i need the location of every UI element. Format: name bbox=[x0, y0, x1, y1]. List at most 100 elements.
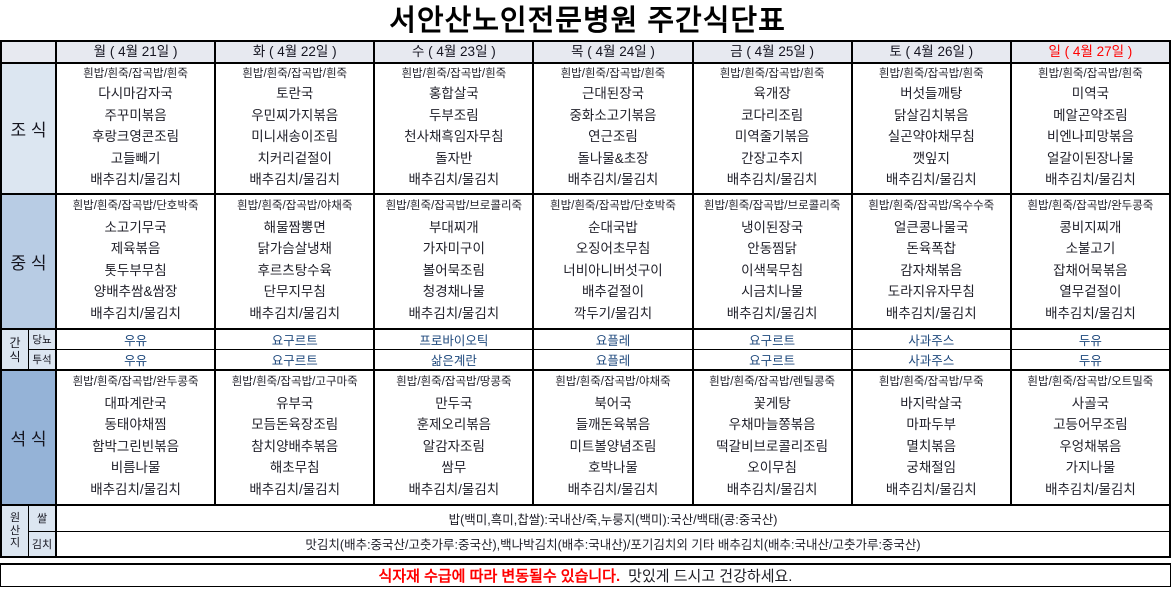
dinner-wed-cell: 흰밥/흰죽/잡곡밥/땅콩죽 만두국 훈제오리볶음 알감자조림 쌈무 배추김치/물… bbox=[373, 371, 532, 504]
rice-origin-value: 밥(백미,흑미,찹쌀):국내산/죽,누룽지(백미):국산/백태(콩:중국산) bbox=[55, 506, 1169, 531]
rice-options: 흰밥/흰죽/잡곡밥/야채죽 bbox=[237, 199, 353, 212]
dinner-label: 석 식 bbox=[2, 371, 55, 504]
rice-options: 흰밥/흰죽/잡곡밥/단호박죽 bbox=[550, 199, 676, 212]
menu-items: 냉이된장국 안동찜닭 이색묵무침 시금치나물 배추김치/물김치 bbox=[726, 219, 818, 321]
lunch-mon-cell: 흰밥/흰죽/잡곡밥/단호박죽 소고기무국 제육볶음 톳두부무침 양배추쌈&쌈장 … bbox=[55, 195, 214, 328]
menu-items: 버섯들깨탕 닭살김치볶음 실곤약야채무침 깻잎지 배추김치/물김치 bbox=[885, 86, 977, 187]
breakfast-tue-cell: 흰밥/흰죽/잡곡밥/흰죽 토란국 우민찌가지볶음 미니새송이조림 치커리겉절이 … bbox=[214, 64, 373, 193]
day-header-wed: 수 ( 4월 23일 ) bbox=[373, 42, 532, 62]
snack-section-label: 간 식 bbox=[2, 330, 28, 369]
dinner-fri-cell: 흰밥/흰죽/잡곡밥/렌틸콩죽 꽃게탕 우채마늘쫑볶음 떡갈비브로콜리조림 오이무… bbox=[691, 371, 851, 504]
day-header-sun: 일 ( 4월 27일 ) bbox=[1009, 42, 1169, 62]
snack-cell: 요구르트 bbox=[691, 330, 851, 349]
diabetes-label: 당뇨 bbox=[28, 330, 55, 349]
snack-cell: 요플레 bbox=[532, 350, 691, 369]
snack-cell: 요구르트 bbox=[691, 350, 851, 369]
snack-cell: 우유 bbox=[55, 330, 214, 349]
page-title: 서안산노인전문병원 주간식단표 bbox=[389, 5, 786, 37]
breakfast-mon-cell: 흰밥/흰죽/잡곡밥/흰죽 다시마감자국 주꾸미볶음 후랑크영콘조림 고들빼기 배… bbox=[55, 64, 214, 193]
weekly-menu-table: 월 ( 4월 21일 ) 화 ( 4월 22일 ) 수 ( 4월 23일 ) 목… bbox=[0, 40, 1171, 558]
lunch-sat-cell: 흰밥/흰죽/잡곡밥/옥수수죽 얼큰콩나물국 돈육폭찹 감자채볶음 도라지유자무침… bbox=[850, 195, 1010, 328]
snack-section: 간 식 당뇨 우유 요구르트 프로바이오틱 요플레 요구르트 사과주스 두유 투… bbox=[2, 328, 1169, 369]
rice-options: 흰밥/흰죽/잡곡밥/완두콩죽 bbox=[72, 375, 199, 388]
origin-section-label: 원 산 지 bbox=[2, 506, 28, 556]
rice-options: 흰밥/흰죽/잡곡밥/오트밀죽 bbox=[1027, 375, 1154, 388]
menu-items: 소고기무국 제육볶음 톳두부무침 양배추쌈&쌈장 배추김치/물김치 bbox=[90, 219, 181, 321]
snack-row-diabetes: 당뇨 우유 요구르트 프로바이오틱 요플레 요구르트 사과주스 두유 bbox=[28, 330, 1169, 349]
rice-options: 흰밥/흰죽/잡곡밥/흰죽 bbox=[560, 67, 666, 80]
menu-items: 꽃게탕 우채마늘쫑볶음 떡갈비브로콜리조림 오이무침 배추김치/물김치 bbox=[716, 395, 829, 497]
rice-options: 흰밥/흰죽/잡곡밥/야채죽 bbox=[555, 375, 671, 388]
rice-options: 흰밥/흰죽/잡곡밥/흰죽 bbox=[878, 67, 984, 80]
snack-cell: 요구르트 bbox=[214, 330, 373, 349]
menu-items: 홍합살국 두부조림 천사채흑임자무침 돌자반 배추김치/물김치 bbox=[404, 86, 504, 187]
rice-options: 흰밥/흰죽/잡곡밥/렌틸콩죽 bbox=[709, 375, 836, 388]
menu-items: 토란국 우민찌가지볶음 미니새송이조림 치커리겉절이 배추김치/물김치 bbox=[249, 86, 341, 187]
day-header-fri: 금 ( 4월 25일 ) bbox=[691, 42, 851, 62]
kimchi-origin-value: 맛김치(배추:중국산/고춧가루:중국산),백나박김치(배추:국내산)/포기김치외… bbox=[55, 531, 1169, 556]
footer-notice-black: 맛있게 드시고 건강하세요. bbox=[628, 568, 793, 585]
snack-cell: 요구르트 bbox=[214, 350, 373, 369]
day-header-thu: 목 ( 4월 24일 ) bbox=[532, 42, 691, 62]
menu-items: 부대찌개 가자미구이 볼어묵조림 청경채나물 배추김치/물김치 bbox=[408, 219, 500, 321]
menu-items: 사골국 고등어무조림 우엉채볶음 가지나물 배추김치/물김치 bbox=[1045, 395, 1136, 497]
menu-items: 콩비지찌개 소불고기 잡채어묵볶음 열무겉절이 배추김치/물김치 bbox=[1045, 219, 1136, 321]
snack-row-dialysis: 투석 우유 요구르트 삶은계란 요플레 요구르트 사과주스 두유 bbox=[28, 349, 1169, 369]
rice-options: 흰밥/흰죽/잡곡밥/흰죽 bbox=[83, 67, 188, 80]
rice-options: 흰밥/흰죽/잡곡밥/단호박죽 bbox=[72, 199, 199, 212]
day-header-row: 월 ( 4월 21일 ) 화 ( 4월 22일 ) 수 ( 4월 23일 ) 목… bbox=[2, 42, 1169, 62]
menu-items: 다시마감자국 주꾸미볶음 후랑크영콘조림 고들빼기 배추김치/물김치 bbox=[90, 86, 181, 187]
menu-items: 만두국 훈제오리볶음 알감자조림 쌈무 배추김치/물김치 bbox=[408, 395, 500, 497]
lunch-label: 중 식 bbox=[2, 195, 55, 328]
rice-options: 흰밥/흰죽/잡곡밥/흰죽 bbox=[1038, 67, 1143, 80]
snack-cell: 프로바이오틱 bbox=[373, 330, 532, 349]
corner-cell bbox=[2, 42, 55, 62]
snack-cell: 두유 bbox=[1009, 330, 1169, 349]
menu-items: 바지락살국 마파두부 멸치볶음 궁채절임 배추김치/물김치 bbox=[885, 395, 977, 497]
menu-items: 순대국밥 오징어초무침 너비아니버섯구이 배추겉절이 깍두기/물김치 bbox=[563, 219, 663, 321]
menu-items: 북어국 들깨돈육볶음 미트볼양념조림 호박나물 배추김치/물김치 bbox=[567, 395, 659, 497]
menu-items: 대파계란국 동태야채찜 함박그린빈볶음 비름나물 배추김치/물김치 bbox=[90, 395, 181, 497]
day-header-tue: 화 ( 4월 22일 ) bbox=[214, 42, 373, 62]
rice-options: 흰밥/흰죽/잡곡밥/흰죽 bbox=[242, 67, 348, 80]
kimchi-origin-label: 김치 bbox=[28, 531, 55, 556]
snack-cell: 두유 bbox=[1009, 350, 1169, 369]
dialysis-label: 투석 bbox=[28, 350, 55, 369]
footer-notice-red: 식자재 수급에 따라 변동될수 있습니다. bbox=[378, 568, 621, 585]
dinner-sun-cell: 흰밥/흰죽/잡곡밥/오트밀죽 사골국 고등어무조림 우엉채볶음 가지나물 배추김… bbox=[1009, 371, 1169, 504]
menu-items: 육개장 코다리조림 미역줄기볶음 간장고추지 배추김치/물김치 bbox=[726, 86, 818, 187]
rice-options: 흰밥/흰죽/잡곡밥/옥수수죽 bbox=[868, 199, 995, 212]
menu-items: 얼큰콩나물국 돈육폭찹 감자채볶음 도라지유자무침 배추김치/물김치 bbox=[885, 219, 977, 321]
origin-section: 원 산 지 쌀 밥(백미,흑미,찹쌀):국내산/죽,누룽지(백미):국산/백태(… bbox=[2, 504, 1169, 556]
dinner-row: 석 식 흰밥/흰죽/잡곡밥/완두콩죽 대파계란국 동태야채찜 함박그린빈볶음 비… bbox=[2, 369, 1169, 504]
lunch-sun-cell: 흰밥/흰죽/잡곡밥/완두콩죽 콩비지찌개 소불고기 잡채어묵볶음 열무겉절이 배… bbox=[1009, 195, 1169, 328]
menu-items: 근대된장국 중화소고기볶음 연근조림 돌나물&초장 배추김치/물김치 bbox=[567, 86, 659, 187]
breakfast-thu-cell: 흰밥/흰죽/잡곡밥/흰죽 근대된장국 중화소고기볶음 연근조림 돌나물&초장 배… bbox=[532, 64, 691, 193]
rice-options: 흰밥/흰죽/잡곡밥/흰죽 bbox=[719, 67, 825, 80]
rice-options: 흰밥/흰죽/잡곡밥/브로콜리죽 bbox=[703, 199, 841, 212]
rice-options: 흰밥/흰죽/잡곡밥/완두콩죽 bbox=[1027, 199, 1154, 212]
lunch-tue-cell: 흰밥/흰죽/잡곡밥/야채죽 해물짬뽕면 닭가슴살냉채 후르츠탕수육 단무지무침 … bbox=[214, 195, 373, 328]
breakfast-row: 조 식 흰밥/흰죽/잡곡밥/흰죽 다시마감자국 주꾸미볶음 후랑크영콘조림 고들… bbox=[2, 62, 1169, 193]
snack-cell: 요플레 bbox=[532, 330, 691, 349]
breakfast-sun-cell: 흰밥/흰죽/잡곡밥/흰죽 미역국 메알곤약조림 비엔나피망볶음 얼갈이된장나물 … bbox=[1009, 64, 1169, 193]
lunch-wed-cell: 흰밥/흰죽/잡곡밥/브로콜리죽 부대찌개 가자미구이 볼어묵조림 청경채나물 배… bbox=[373, 195, 532, 328]
breakfast-sat-cell: 흰밥/흰죽/잡곡밥/흰죽 버섯들깨탕 닭살김치볶음 실곤약야채무침 깻잎지 배추… bbox=[850, 64, 1010, 193]
origin-row-kimchi: 김치 맛김치(배추:중국산/고춧가루:중국산),백나박김치(배추:국내산)/포기… bbox=[28, 530, 1169, 556]
dinner-sat-cell: 흰밥/흰죽/잡곡밥/무죽 바지락살국 마파두부 멸치볶음 궁채절임 배추김치/물… bbox=[850, 371, 1010, 504]
lunch-row: 중 식 흰밥/흰죽/잡곡밥/단호박죽 소고기무국 제육볶음 톳두부무침 양배추쌈… bbox=[2, 193, 1169, 328]
snack-cell: 삶은계란 bbox=[373, 350, 532, 369]
menu-items: 미역국 메알곤약조림 비엔나피망볶음 얼갈이된장나물 배추김치/물김치 bbox=[1045, 86, 1136, 187]
dinner-tue-cell: 흰밥/흰죽/잡곡밥/고구마죽 유부국 모듬돈육장조림 참치양배추볶음 해초무침 … bbox=[214, 371, 373, 504]
breakfast-wed-cell: 흰밥/흰죽/잡곡밥/흰죽 홍합살국 두부조림 천사채흑임자무침 돌자반 배추김치… bbox=[373, 64, 532, 193]
lunch-fri-cell: 흰밥/흰죽/잡곡밥/브로콜리죽 냉이된장국 안동찜닭 이색묵무침 시금치나물 배… bbox=[691, 195, 851, 328]
day-header-mon: 월 ( 4월 21일 ) bbox=[55, 42, 214, 62]
lunch-thu-cell: 흰밥/흰죽/잡곡밥/단호박죽 순대국밥 오징어초무침 너비아니버섯구이 배추겉절… bbox=[532, 195, 691, 328]
dinner-thu-cell: 흰밥/흰죽/잡곡밥/야채죽 북어국 들깨돈육볶음 미트볼양념조림 호박나물 배추… bbox=[532, 371, 691, 504]
snack-cell: 사과주스 bbox=[850, 330, 1010, 349]
rice-options: 흰밥/흰죽/잡곡밥/브로콜리죽 bbox=[385, 199, 523, 212]
origin-row-rice: 쌀 밥(백미,흑미,찹쌀):국내산/죽,누룽지(백미):국산/백태(콩:중국산) bbox=[28, 506, 1169, 531]
day-header-sat: 토 ( 4월 26일 ) bbox=[850, 42, 1010, 62]
snack-cell: 우유 bbox=[55, 350, 214, 369]
footer-notice: 식자재 수급에 따라 변동될수 있습니다. 맛있게 드시고 건강하세요. bbox=[0, 563, 1171, 587]
